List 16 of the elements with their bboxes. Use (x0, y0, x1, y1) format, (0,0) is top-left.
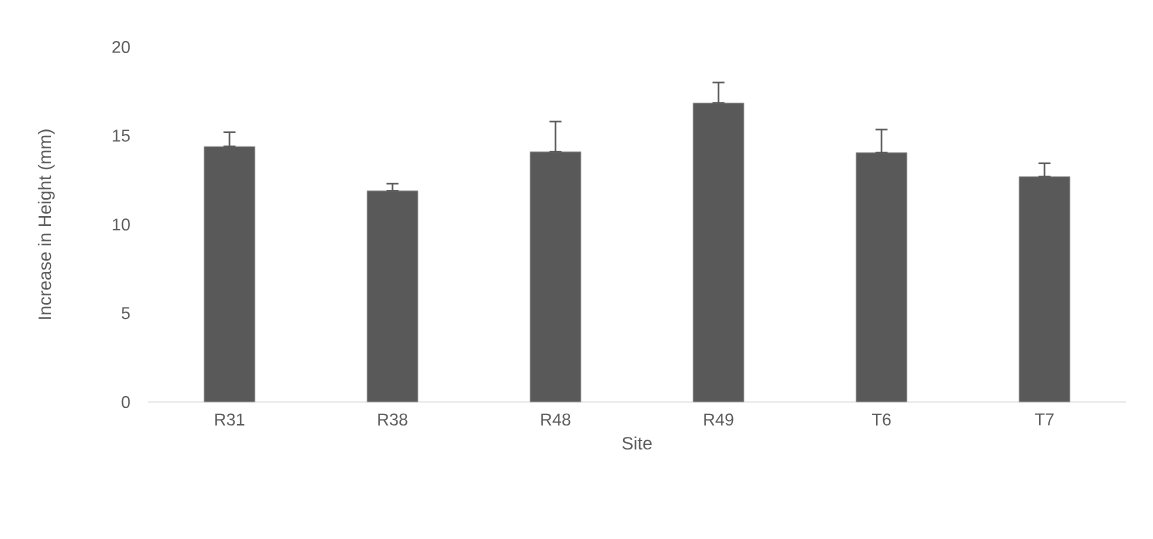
y-tick-label: 15 (112, 129, 130, 142)
x-tick-label: R49 (704, 413, 734, 426)
y-axis-title: Increase in Height (mm) (37, 129, 55, 319)
y-tick-label: 10 (112, 218, 130, 231)
y-tick-label: 5 (121, 307, 130, 320)
x-tick-label: T7 (1034, 413, 1054, 426)
x-tick-label: R48 (541, 413, 571, 426)
bar (529, 151, 582, 403)
bar (692, 102, 745, 403)
bar (366, 190, 419, 403)
y-tick-label: 20 (112, 40, 130, 54)
x-axis-title: Site (622, 436, 652, 450)
x-tick-label: T6 (871, 413, 891, 426)
y-tick-label: 0 (121, 395, 130, 409)
x-tick-label: R31 (215, 413, 245, 426)
x-tick-label: R38 (378, 413, 408, 426)
